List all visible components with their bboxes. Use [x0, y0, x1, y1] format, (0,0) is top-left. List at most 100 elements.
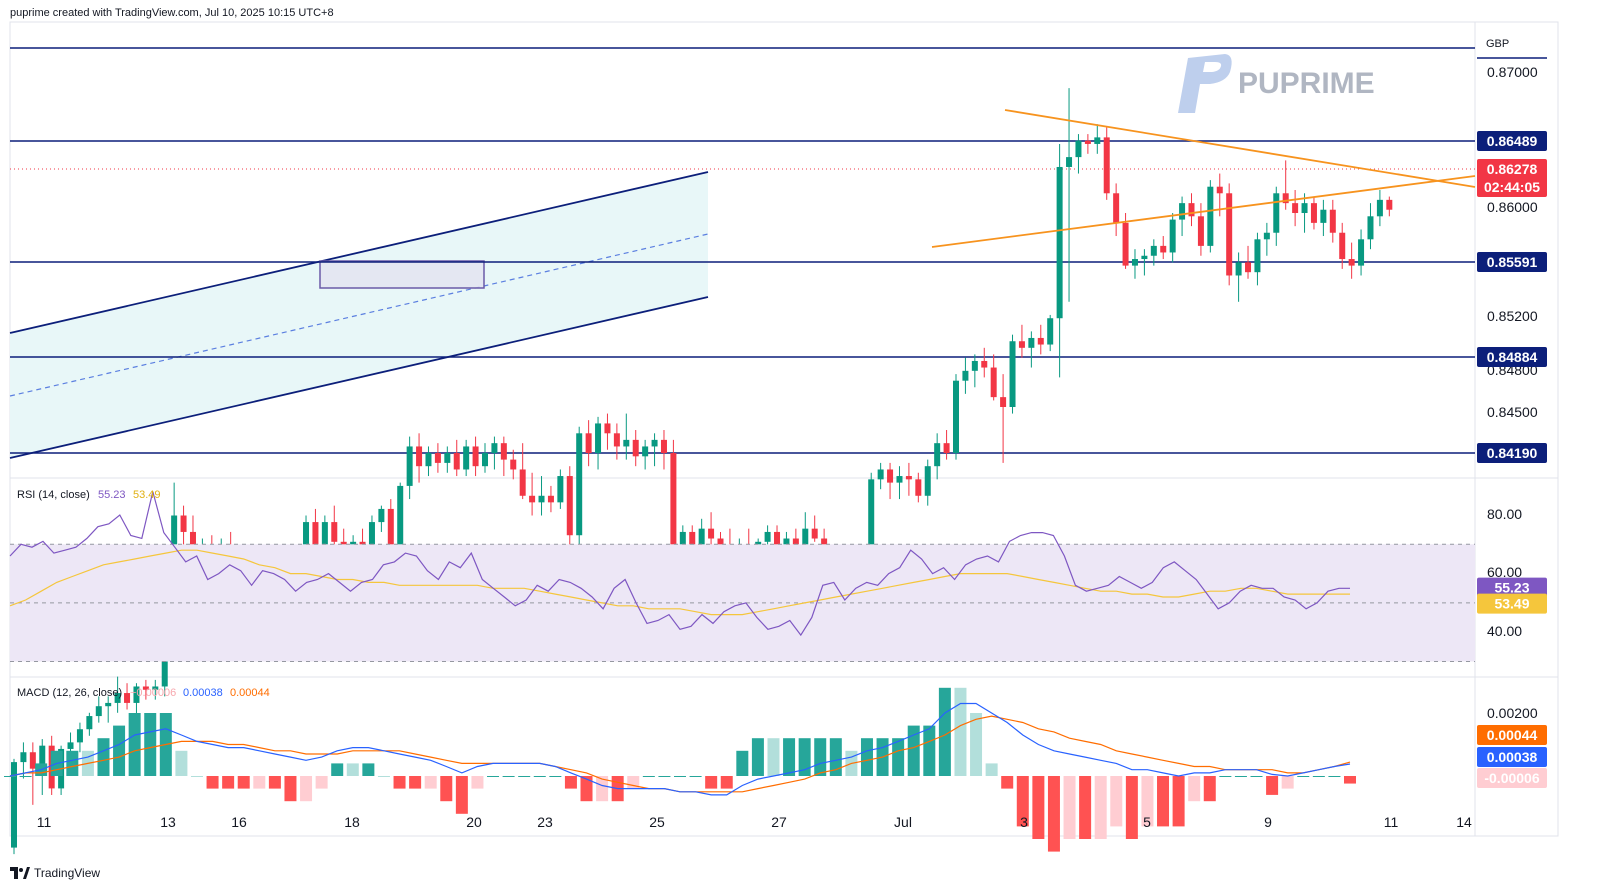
macd-histogram-bar: [1157, 776, 1170, 827]
macd-histogram-bar: [502, 776, 515, 777]
candle-body: [1273, 193, 1280, 233]
level-tag: [1477, 131, 1547, 151]
candle-body: [105, 702, 112, 707]
candle-body: [463, 446, 470, 470]
date-axis[interactable]: 11 13 16 18 20 23 25 27 Jul 3 5 9 11 14: [37, 814, 1472, 830]
candle-body: [387, 508, 394, 549]
channel-lower-line[interactable]: [9, 296, 709, 459]
candle-body: [303, 522, 310, 562]
date-tick-label: 18: [344, 814, 360, 830]
candle-body: [868, 479, 875, 562]
candle-body: [378, 508, 385, 523]
macd-histogram-bar: [66, 750, 79, 776]
tradingview-footer[interactable]: TradingView: [10, 866, 100, 880]
macd-histogram-bar: [237, 776, 250, 789]
candle-body: [472, 446, 479, 467]
candle-body: [538, 495, 545, 503]
macd-macd-tag-text: 0.00038: [1487, 749, 1538, 765]
macd-histogram-bar: [4, 776, 16, 777]
candle-body: [670, 453, 677, 559]
channel-mid-line[interactable]: [9, 233, 709, 397]
macd-histogram-bar: [1094, 776, 1107, 839]
ascending-channel[interactable]: [9, 171, 709, 459]
macd-histogram-bar: [985, 763, 998, 776]
candle-body: [1263, 232, 1270, 240]
candle-body: [896, 476, 903, 483]
macd-histogram-bar: [860, 738, 873, 776]
candle-body: [924, 466, 931, 496]
date-tick-label: 16: [231, 814, 247, 830]
macd-histogram-bar: [720, 776, 733, 789]
candle-body: [331, 522, 338, 542]
candle-body: [905, 476, 912, 480]
macd-histogram-bar: [346, 763, 359, 776]
candle-body: [359, 541, 366, 546]
level-tag-text: 0.84190: [1487, 445, 1538, 461]
candle-body: [1216, 186, 1223, 194]
macd-pane[interactable]: 0.00200: [4, 687, 1538, 852]
candle-body: [416, 446, 423, 467]
candle-body: [783, 538, 790, 549]
candle-body: [632, 439, 639, 457]
macd-histogram-bar: [938, 687, 951, 776]
macd-histogram-bar: [689, 776, 702, 777]
macd-histogram-bar: [113, 725, 126, 776]
macd-histogram-bar: [1001, 776, 1014, 789]
candle-body: [576, 433, 583, 536]
consolidation-box[interactable]: [319, 260, 485, 289]
candle-body: [887, 469, 894, 483]
candle-body: [152, 686, 159, 690]
macd-histogram-bar: [1219, 776, 1232, 777]
candle-body: [1094, 137, 1101, 144]
macd-macd-tag: [1477, 747, 1547, 767]
candle-body: [1179, 203, 1186, 220]
macd-histogram-bar: [892, 738, 905, 776]
candle-body: [519, 469, 526, 496]
macd-line: [9, 702, 1351, 796]
watermark-text: PUPRIME: [1238, 67, 1375, 100]
macd-histogram-bar: [1125, 776, 1138, 839]
symmetrical-triangle[interactable]: [931, 109, 1476, 248]
candle-body: [802, 528, 809, 555]
candle-body: [698, 528, 705, 546]
candle-body: [915, 479, 922, 496]
macd-histogram-bar: [642, 776, 655, 777]
macd-histogram-bar: [1047, 776, 1060, 852]
macd-histogram-bar: [814, 738, 827, 776]
triangle-upper-line[interactable]: [1004, 109, 1476, 188]
candle-body: [877, 469, 884, 480]
rsi-legend: RSI (14, close) 55.23 53.49: [17, 489, 161, 501]
macd-histogram-bar: [1188, 776, 1201, 802]
channel-upper-line[interactable]: [9, 171, 709, 334]
macd-signal-tag: [1477, 725, 1547, 745]
candle-body: [1084, 140, 1091, 144]
macd-histogram-bar: [1328, 776, 1341, 777]
candle-body: [1037, 337, 1044, 345]
candle-body: [86, 716, 93, 730]
candle-body: [642, 446, 649, 457]
date-tick-label: Jul: [894, 814, 912, 830]
candle-body: [1245, 262, 1252, 273]
candle-body: [1066, 157, 1073, 167]
date-tick-label: 3: [1020, 814, 1028, 830]
candle-body: [660, 439, 667, 454]
triangle-lower-line[interactable]: [931, 175, 1476, 248]
macd-histogram-bar: [206, 776, 219, 789]
price-tick-label: 0.84500: [1487, 404, 1538, 420]
macd-histogram-bar: [144, 713, 157, 776]
candle-body: [1292, 203, 1299, 214]
puprime-watermark: PUPRIME: [1178, 54, 1375, 113]
candle-body: [585, 433, 592, 454]
candle-body: [397, 485, 404, 549]
candle-body: [1009, 341, 1016, 407]
macd-histogram-bar: [1297, 776, 1310, 777]
macd-histogram-bar: [923, 725, 936, 776]
chart-frame: [9, 21, 1559, 837]
rsi-pane[interactable]: 80.00 60.00 40.00: [9, 491, 1522, 662]
candle-body: [180, 515, 187, 532]
macd-histogram-bar: [1234, 776, 1247, 777]
candle-body: [1339, 232, 1346, 260]
candle-body: [1254, 239, 1261, 273]
macd-histogram-bar: [1141, 776, 1154, 827]
